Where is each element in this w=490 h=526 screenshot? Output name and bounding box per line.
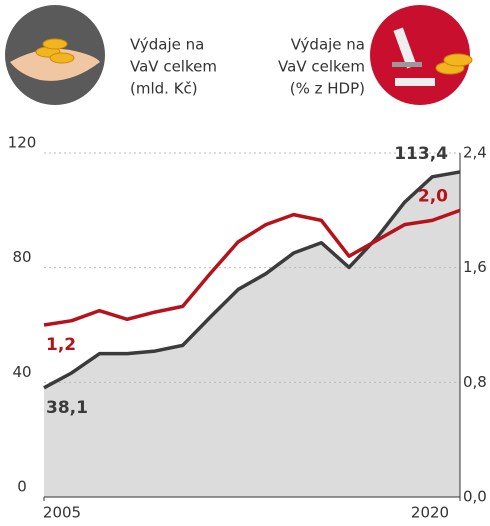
- icon-hand: [5, 5, 105, 105]
- y-axis-label: VaV celkem: [130, 58, 217, 76]
- y-tick-label: 0: [17, 478, 27, 496]
- x-tick-label: 2020: [411, 504, 449, 522]
- area: [44, 171, 460, 498]
- line: [43, 208, 461, 327]
- y2-tick-label: 2,4: [463, 144, 487, 162]
- y2-tick-label: 0,8: [463, 373, 487, 391]
- y-axis-label: Výdaje na: [130, 36, 204, 54]
- y2-tick-label: 0,0: [463, 488, 487, 506]
- x-tick-label: 2005: [43, 504, 81, 522]
- y-axis-label: (mld. Kč): [130, 80, 198, 98]
- y2-axis-label: (% z HDP): [290, 80, 365, 98]
- y-tick-label: 40: [12, 363, 31, 381]
- data-label: 38,1: [46, 398, 88, 418]
- data-label: 113,4: [394, 144, 448, 164]
- y2-axis-label: VaV celkem: [278, 58, 365, 76]
- data-label: 2,0: [418, 186, 448, 206]
- icon-microscope: [370, 5, 473, 105]
- y2-tick-label: 1,6: [463, 258, 487, 276]
- y-tick-label: 120: [8, 134, 37, 152]
- y2-axis-label: Výdaje na: [291, 36, 365, 54]
- y-tick-label: 80: [12, 248, 31, 266]
- line: [43, 170, 461, 390]
- data-label: 1,2: [46, 335, 76, 355]
